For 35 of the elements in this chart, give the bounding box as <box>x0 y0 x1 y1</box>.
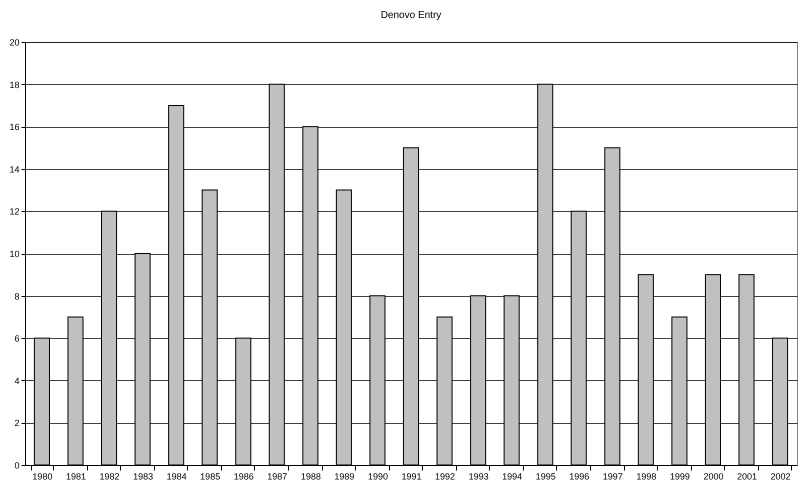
y-tick-label: 20 <box>9 38 20 48</box>
x-tick-label: 1987 <box>267 472 288 482</box>
y-tick-label: 10 <box>9 249 20 259</box>
x-tick-label: 2001 <box>736 472 758 482</box>
x-tick-label: 1988 <box>300 472 321 482</box>
x-tick-label: 1986 <box>234 472 254 482</box>
x-tick-label: 1997 <box>602 472 623 482</box>
chart-title: Denovo Entry <box>380 10 442 21</box>
x-tick-label: 1999 <box>670 472 690 482</box>
x-tick-label: 1985 <box>200 472 220 482</box>
x-tick-label: 1996 <box>569 472 590 482</box>
x-tick-label: 1981 <box>66 472 86 482</box>
y-tick-label: 4 <box>14 376 20 386</box>
x-tick-label: 1993 <box>468 472 489 482</box>
x-tick-label: 1983 <box>133 472 154 482</box>
x-tick-label: 2000 <box>703 472 724 482</box>
x-tick-label: 2002 <box>770 472 791 482</box>
x-tick-label: 1984 <box>166 472 187 482</box>
x-tick-label: 1980 <box>32 472 52 482</box>
x-tick-label: 1989 <box>334 472 354 482</box>
y-tick-label: 12 <box>9 206 20 217</box>
x-tick-label: 1991 <box>401 472 422 482</box>
x-tick-label: 1995 <box>536 472 556 482</box>
x-tick-label: 1982 <box>100 472 120 482</box>
y-tick-label: 16 <box>9 122 20 132</box>
y-tick-label: 18 <box>9 80 20 90</box>
y-tick-label: 2 <box>14 418 20 428</box>
x-tick-label: 1990 <box>368 472 388 482</box>
x-tick-label: 1992 <box>435 472 456 482</box>
y-tick-label: 6 <box>14 334 20 344</box>
x-tick-label: 1994 <box>502 472 522 482</box>
y-tick-label: 0 <box>14 460 20 470</box>
y-tick-label: 14 <box>9 164 20 174</box>
x-tick-label: 1998 <box>636 472 656 482</box>
y-tick-label: 8 <box>14 291 20 302</box>
